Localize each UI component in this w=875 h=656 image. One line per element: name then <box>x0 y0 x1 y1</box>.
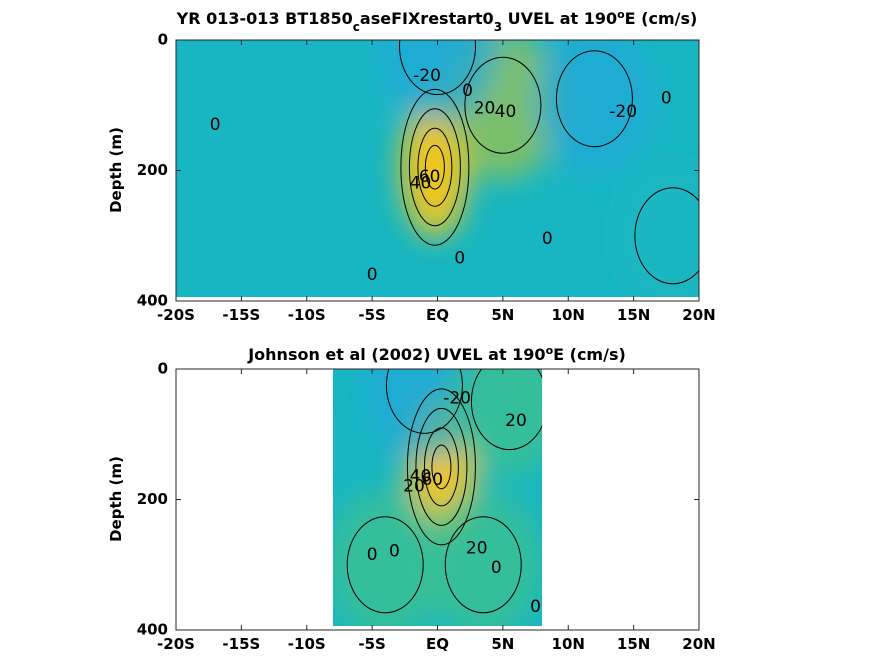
contour-label: 60 <box>419 167 441 187</box>
x-tick-label: 20N <box>682 306 715 324</box>
field-feature-4 <box>612 160 699 297</box>
y-tick-label: 0 <box>158 31 168 49</box>
contour-label: 20 <box>474 99 496 119</box>
contour-label: 0 <box>462 81 473 101</box>
contour-label: 40 <box>495 102 517 122</box>
x-tick-label: -5S <box>358 306 385 324</box>
contour-label: 0 <box>210 115 221 135</box>
contour-line <box>470 369 543 451</box>
field-feature-4 <box>332 489 446 626</box>
x-tick-label: EQ <box>426 635 449 653</box>
contour-line <box>424 144 445 190</box>
contour-line <box>415 407 468 526</box>
x-tick-label: 5N <box>491 635 514 653</box>
panel-observations: Johnson et al (2002) UVEL at 190oE (cm/s… <box>107 344 716 654</box>
contour-label: -20 <box>609 102 637 122</box>
y-tick-label: 400 <box>137 621 168 639</box>
contour-line <box>417 127 453 207</box>
y-tick-label: 200 <box>137 490 168 508</box>
contour-label: 60 <box>421 470 443 490</box>
contour-label: 40 <box>410 467 432 487</box>
contour-label: -20 <box>413 66 441 86</box>
x-tick-label: 5N <box>491 306 514 324</box>
x-tick-label: -10S <box>288 635 326 653</box>
contour-line <box>555 50 633 148</box>
contour-label: 20 <box>505 411 527 431</box>
panel-title: Johnson et al (2002) UVEL at 190oE (cm/s… <box>247 344 626 365</box>
x-tick-label: -15S <box>222 306 260 324</box>
contour-label: 0 <box>491 558 502 578</box>
x-tick-label: EQ <box>426 306 449 324</box>
panel-title: YR 013-013 BT1850caseFIXrestart03 UVEL a… <box>176 8 698 35</box>
y-tick-label: 0 <box>158 360 168 378</box>
contour-label: 40 <box>410 174 432 194</box>
x-tick-label: -5S <box>358 635 385 653</box>
y-tick-label: 200 <box>137 161 168 179</box>
contour-line <box>385 369 463 434</box>
field-feature-2 <box>449 369 543 477</box>
field-feature-2 <box>534 40 655 174</box>
contour-line <box>400 88 470 246</box>
y-axis-label: Depth (m) <box>107 127 125 213</box>
x-tick-label: 10N <box>552 635 585 653</box>
contour-label: 0 <box>454 249 465 269</box>
x-tick-label: 10N <box>552 306 585 324</box>
x-tick-label: 20N <box>682 635 715 653</box>
contour-label: 0 <box>367 265 378 285</box>
field-feature-3 <box>377 40 498 122</box>
contour-label: 0 <box>542 229 553 249</box>
field-feature-3 <box>423 489 543 626</box>
y-axis-label: Depth (m) <box>107 456 125 542</box>
contour-label: -20 <box>443 388 471 408</box>
contour-line <box>346 516 424 614</box>
contour-label: 0 <box>367 545 378 565</box>
y-tick-label: 400 <box>137 292 168 310</box>
contour-line <box>431 444 452 490</box>
contour-line <box>464 56 542 154</box>
contour-line <box>399 40 476 96</box>
contour-label: 0 <box>661 89 672 109</box>
contour-line <box>406 388 476 546</box>
contour-label: 0 <box>530 597 541 617</box>
field-feature-core-inner <box>416 125 454 210</box>
panel-model: YR 013-013 BT1850caseFIXrestart03 UVEL a… <box>107 8 716 325</box>
x-tick-label: -20S <box>157 635 195 653</box>
contour-line <box>408 108 461 227</box>
contour-line <box>444 516 522 614</box>
x-tick-label: 15N <box>617 306 650 324</box>
x-tick-label: -20S <box>157 306 195 324</box>
contour-label: 20 <box>403 476 425 496</box>
x-tick-label: -15S <box>222 635 260 653</box>
contour-label: 0 <box>389 542 400 562</box>
contour-label: 20 <box>466 538 488 558</box>
x-tick-label: -10S <box>288 306 326 324</box>
contour-line <box>634 187 699 285</box>
x-tick-label: 15N <box>617 635 650 653</box>
